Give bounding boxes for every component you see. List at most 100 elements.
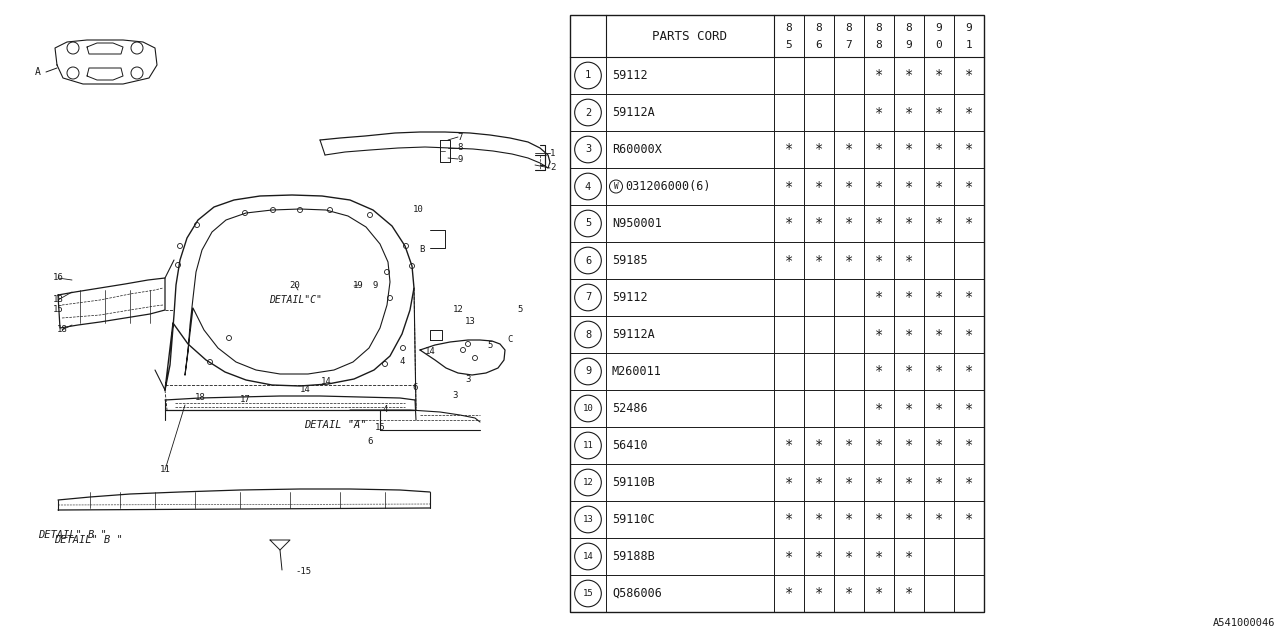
Text: *: * xyxy=(965,476,973,490)
Text: *: * xyxy=(785,476,794,490)
Text: *: * xyxy=(815,476,823,490)
Text: DETAIL "A": DETAIL "A" xyxy=(303,420,366,430)
Text: 9: 9 xyxy=(906,40,913,51)
Text: *: * xyxy=(934,143,943,157)
Text: *: * xyxy=(874,476,883,490)
Text: *: * xyxy=(785,179,794,193)
Text: 14: 14 xyxy=(582,552,594,561)
Text: 18: 18 xyxy=(52,296,64,305)
Text: DETAIL" B ": DETAIL" B " xyxy=(37,530,106,540)
Text: 20: 20 xyxy=(289,280,301,289)
Text: *: * xyxy=(815,438,823,452)
Text: 4: 4 xyxy=(585,182,591,191)
Text: 7: 7 xyxy=(457,132,462,141)
Text: *: * xyxy=(934,438,943,452)
Text: *: * xyxy=(845,476,854,490)
Text: *: * xyxy=(905,253,913,268)
Text: 3: 3 xyxy=(585,145,591,154)
Text: A541000046: A541000046 xyxy=(1212,618,1275,628)
Text: 17: 17 xyxy=(239,396,251,404)
Text: *: * xyxy=(934,106,943,120)
Text: 8: 8 xyxy=(906,22,913,33)
Text: 18: 18 xyxy=(195,394,205,403)
Text: *: * xyxy=(874,513,883,527)
Text: *: * xyxy=(905,401,913,415)
Text: 8: 8 xyxy=(457,143,462,152)
Text: *: * xyxy=(815,513,823,527)
Text: N950001: N950001 xyxy=(612,217,662,230)
Text: *: * xyxy=(934,328,943,342)
Text: 2: 2 xyxy=(550,163,556,173)
Text: *: * xyxy=(965,291,973,305)
Text: 56410: 56410 xyxy=(612,439,648,452)
Text: *: * xyxy=(845,586,854,600)
Text: *: * xyxy=(905,586,913,600)
Text: 19: 19 xyxy=(352,280,364,289)
Text: *: * xyxy=(874,550,883,563)
Text: *: * xyxy=(905,476,913,490)
Text: *: * xyxy=(965,106,973,120)
Text: *: * xyxy=(934,216,943,230)
Text: R60000X: R60000X xyxy=(612,143,662,156)
Text: 6: 6 xyxy=(815,40,822,51)
Text: -15: -15 xyxy=(294,568,311,577)
Text: 16: 16 xyxy=(52,273,64,282)
Text: 9: 9 xyxy=(457,154,462,163)
Text: *: * xyxy=(874,216,883,230)
Text: *: * xyxy=(905,68,913,83)
Text: 59112A: 59112A xyxy=(612,328,655,341)
Text: 59112A: 59112A xyxy=(612,106,655,119)
Text: *: * xyxy=(965,513,973,527)
Text: 6: 6 xyxy=(585,255,591,266)
Text: *: * xyxy=(905,106,913,120)
Text: 12: 12 xyxy=(453,305,463,314)
Text: *: * xyxy=(965,216,973,230)
Text: *: * xyxy=(874,291,883,305)
Text: *: * xyxy=(815,179,823,193)
Text: *: * xyxy=(905,438,913,452)
Text: *: * xyxy=(934,401,943,415)
Text: W: W xyxy=(613,182,618,191)
Text: 5: 5 xyxy=(585,218,591,228)
Text: *: * xyxy=(785,253,794,268)
Text: 2: 2 xyxy=(585,108,591,118)
Text: *: * xyxy=(965,68,973,83)
Text: *: * xyxy=(934,476,943,490)
Text: 5: 5 xyxy=(517,305,522,314)
Text: *: * xyxy=(934,179,943,193)
Bar xyxy=(570,15,984,612)
Text: 59112: 59112 xyxy=(612,291,648,304)
Text: 15: 15 xyxy=(375,424,385,433)
Text: M260011: M260011 xyxy=(612,365,662,378)
Text: C: C xyxy=(507,335,513,344)
Text: DETAIL"C": DETAIL"C" xyxy=(269,295,321,305)
Text: 1: 1 xyxy=(585,70,591,81)
Text: *: * xyxy=(785,513,794,527)
Text: 0: 0 xyxy=(936,40,942,51)
Text: 10: 10 xyxy=(582,404,594,413)
Text: 3: 3 xyxy=(452,390,458,399)
Text: *: * xyxy=(905,328,913,342)
Text: 18: 18 xyxy=(56,326,68,335)
Text: 59112: 59112 xyxy=(612,69,648,82)
Text: 14: 14 xyxy=(300,385,310,394)
Text: *: * xyxy=(785,438,794,452)
Text: 1: 1 xyxy=(550,148,556,157)
Text: 3: 3 xyxy=(466,376,471,385)
Text: *: * xyxy=(905,291,913,305)
Text: 8: 8 xyxy=(786,22,792,33)
Text: PARTS CORD: PARTS CORD xyxy=(653,29,727,42)
Text: *: * xyxy=(845,513,854,527)
Text: 4: 4 xyxy=(383,406,388,415)
Text: 031206000(6): 031206000(6) xyxy=(625,180,710,193)
Text: 8: 8 xyxy=(876,40,882,51)
Text: DETAIL" B ": DETAIL" B " xyxy=(54,535,123,545)
Text: *: * xyxy=(815,586,823,600)
Text: 5: 5 xyxy=(488,340,493,349)
Text: 59110C: 59110C xyxy=(612,513,655,526)
Text: 14: 14 xyxy=(320,378,332,387)
Text: 7: 7 xyxy=(846,40,852,51)
Text: *: * xyxy=(905,179,913,193)
Text: *: * xyxy=(874,328,883,342)
Text: *: * xyxy=(905,216,913,230)
